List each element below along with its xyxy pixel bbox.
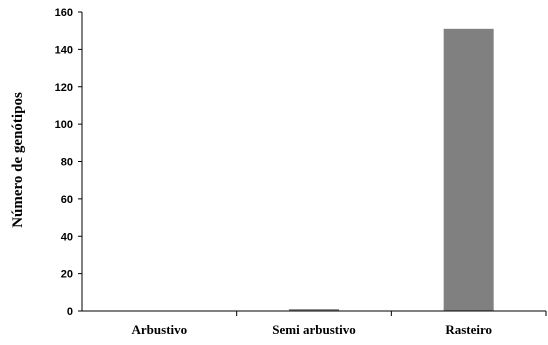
x-category-label: Rasteiro [445, 322, 492, 337]
y-tick-label: 100 [55, 119, 73, 131]
x-category-label: Semi arbustivo [272, 322, 355, 337]
y-tick-label: 0 [67, 306, 73, 318]
y-tick-label: 20 [61, 269, 73, 281]
y-tick-label: 160 [55, 7, 73, 19]
y-tick-label: 120 [55, 82, 73, 94]
y-axis-ticks: 0 20 40 60 80 100 120 140 160 [55, 7, 82, 318]
bar-rasteiro [443, 28, 494, 311]
y-axis-title: Número de genótipos [10, 92, 26, 228]
y-tick-label: 140 [55, 44, 73, 56]
x-axis-categories: Arbustivo Semi arbustivo Rasteiro [132, 311, 547, 337]
y-tick-label: 80 [61, 157, 73, 169]
y-tick-label: 40 [61, 231, 73, 243]
bar-semi-arbustivo [289, 309, 339, 311]
x-category-label: Arbustivo [132, 322, 188, 337]
bars [289, 28, 494, 311]
y-tick-label: 60 [61, 194, 73, 206]
